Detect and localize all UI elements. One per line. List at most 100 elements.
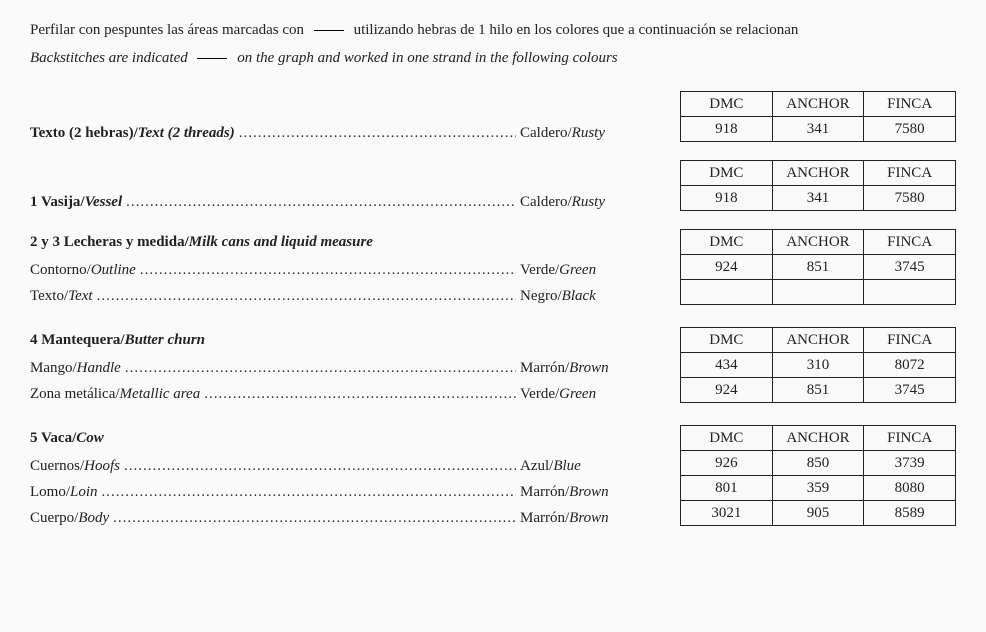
leader-dots: ........................................…	[122, 194, 516, 211]
col-header-dmc: DMC	[681, 161, 773, 186]
section-vaca: 5 Vaca/CowCuernos/Hoofs.................…	[30, 425, 956, 531]
heading-es: Texto (2 hebras)/	[30, 125, 138, 141]
leader-dots: ........................................…	[235, 125, 516, 142]
cell-anchor: 341	[772, 117, 864, 142]
label-es: Mango/	[30, 360, 77, 376]
section-heading-vaca: 5 Vaca/Cow	[30, 425, 680, 451]
cell-anchor: 310	[772, 353, 864, 378]
col-header-finca: FINCA	[864, 426, 956, 451]
cell-dmc: 918	[681, 117, 773, 142]
cell-finca: 7580	[864, 117, 956, 142]
color-es: Azul/	[520, 458, 553, 474]
heading-es: 5 Vaca/	[30, 430, 76, 447]
color-es: Caldero/	[520, 125, 572, 141]
color-es: Marrón/	[520, 484, 569, 500]
table-row: 9268503739	[681, 451, 956, 476]
color-label: Marrón/Brown	[516, 360, 680, 377]
thread-table-lecheras: DMCANCHORFINCA9248513745	[680, 229, 956, 305]
color-en: Rusty	[572, 125, 605, 141]
label-en: Outline	[91, 262, 136, 278]
label-en: Handle	[77, 360, 121, 376]
label-en: Hoofs	[84, 458, 120, 474]
color-en: Black	[562, 288, 596, 304]
section-mantequera: 4 Mantequera/Butter churnMango/Handle...…	[30, 327, 956, 407]
label-es: Lomo/	[30, 484, 70, 500]
label-es: Cuerpo/	[30, 510, 78, 526]
item-row: Lomo/Loin...............................…	[30, 479, 680, 505]
item-row: Mango/Handle............................…	[30, 355, 680, 381]
leader-dots: ........................................…	[120, 458, 516, 475]
table-row: 8013598080	[681, 476, 956, 501]
intro-en-part1: Backstitches are indicated	[30, 50, 188, 66]
leader-dots: ........................................…	[109, 510, 516, 527]
cell-dmc: 924	[681, 378, 773, 403]
label-es: Texto/	[30, 288, 68, 304]
section-heading-mantequera: 4 Mantequera/Butter churn	[30, 327, 680, 353]
color-label: Marrón/Brown	[516, 510, 680, 527]
item-label: Mango/Handle	[30, 360, 121, 377]
table-row: 9248513745	[681, 255, 956, 280]
thread-table-mantequera: DMCANCHORFINCA43431080729248513745	[680, 327, 956, 403]
col-header-anchor: ANCHOR	[772, 161, 864, 186]
color-es: Negro/	[520, 288, 562, 304]
label-es: Contorno/	[30, 262, 91, 278]
item-label: Cuerpo/Body	[30, 510, 109, 527]
col-header-anchor: ANCHOR	[772, 92, 864, 117]
col-header-finca: FINCA	[864, 161, 956, 186]
cell-anchor	[772, 280, 864, 305]
table-row: 9183417580	[681, 186, 956, 211]
cell-anchor: 905	[772, 501, 864, 526]
cell-finca: 8072	[864, 353, 956, 378]
color-label: Azul/Blue	[516, 458, 680, 475]
col-header-dmc: DMC	[681, 92, 773, 117]
cell-finca: 7580	[864, 186, 956, 211]
table-row	[681, 280, 956, 305]
item-row: Zona metálica/Metallic area.............…	[30, 381, 680, 407]
col-header-dmc: DMC	[681, 426, 773, 451]
color-label: Caldero/Rusty	[516, 194, 680, 211]
cell-finca: 3745	[864, 255, 956, 280]
col-header-finca: FINCA	[864, 328, 956, 353]
item-label: Zona metálica/Metallic area	[30, 386, 200, 403]
cell-finca: 8080	[864, 476, 956, 501]
heading-en: Cow	[76, 430, 104, 447]
color-es: Marrón/	[520, 360, 569, 376]
col-header-finca: FINCA	[864, 92, 956, 117]
cell-anchor: 851	[772, 255, 864, 280]
item-label: Texto/Text	[30, 288, 93, 305]
heading-es: 4 Mantequera/	[30, 332, 125, 349]
cell-dmc: 801	[681, 476, 773, 501]
color-en: Rusty	[572, 194, 605, 210]
intro-english: Backstitches are indicated on the graph …	[30, 50, 956, 67]
heading-es: 2 y 3 Lecheras y medida/	[30, 234, 189, 251]
dash-icon	[314, 30, 344, 31]
color-en: Brown	[569, 360, 608, 376]
item-row: Contorno/Outline........................…	[30, 257, 680, 283]
leader-dots: ........................................…	[200, 386, 516, 403]
color-en: Brown	[569, 510, 608, 526]
leader-dots: ........................................…	[98, 484, 516, 501]
section-lecheras: 2 y 3 Lecheras y medida/Milk cans and li…	[30, 229, 956, 309]
leader-dots: ........................................…	[121, 360, 516, 377]
item-row: Cuernos/Hoofs...........................…	[30, 453, 680, 479]
item-row: Texto/Text..............................…	[30, 283, 680, 309]
item-label: Contorno/Outline	[30, 262, 136, 279]
color-es: Marrón/	[520, 510, 569, 526]
heading-en: Vessel	[85, 194, 123, 210]
color-label: Marrón/Brown	[516, 484, 680, 501]
cell-dmc: 924	[681, 255, 773, 280]
intro-spanish: Perfilar con pespuntes las áreas marcada…	[30, 20, 956, 40]
leader-dots: ........................................…	[93, 288, 516, 305]
item-label: Cuernos/Hoofs	[30, 458, 120, 475]
intro-es-part2: utilizando hebras de 1 hilo en los color…	[354, 22, 799, 38]
label-en: Metallic area	[120, 386, 201, 402]
section-heading-texto: Texto (2 hebras)/Text (2 threads)	[30, 125, 235, 142]
heading-en: Butter churn	[125, 332, 205, 349]
label-en: Body	[78, 510, 109, 526]
color-es: Caldero/	[520, 194, 572, 210]
color-es: Verde/	[520, 386, 559, 402]
cell-finca	[864, 280, 956, 305]
color-en: Green	[559, 386, 596, 402]
color-label: Negro/Black	[516, 288, 680, 305]
cell-anchor: 359	[772, 476, 864, 501]
